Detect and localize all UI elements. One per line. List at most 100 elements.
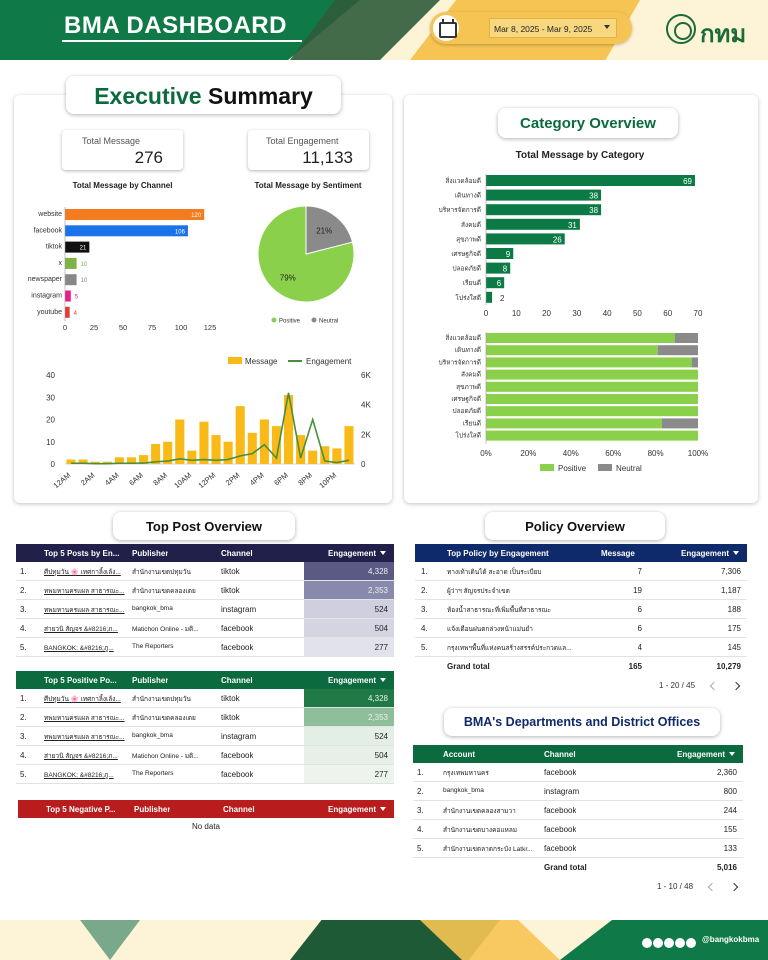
message-bar bbox=[102, 461, 112, 464]
grand-total-label: Grand total bbox=[544, 863, 587, 872]
sentiment-x-tick: 100% bbox=[688, 449, 708, 458]
social-handle[interactable]: @bangkokbma bbox=[702, 935, 760, 944]
channel: tiktok bbox=[221, 713, 240, 722]
table-row[interactable]: 3. ทพมหานครแผล สาธารณะ... bangkok_bma insta… bbox=[16, 600, 394, 619]
category-value-label: 9 bbox=[506, 250, 511, 259]
engagement-value: 188 bbox=[727, 605, 741, 614]
engagement-value: 504 bbox=[374, 624, 388, 633]
table-row[interactable]: 2. ผู้ว่าฯ สัญจรประจำเขต 19 1,187 bbox=[415, 581, 747, 600]
chevron-left-icon[interactable] bbox=[707, 882, 717, 892]
sort-desc-icon[interactable] bbox=[729, 752, 735, 756]
x-tick-label: 2PM bbox=[224, 471, 242, 488]
table-row[interactable]: 1. ทางเท้าเดินได้ สะอาด เป็นระเบียบ 7 7,306 bbox=[415, 562, 747, 581]
table-row[interactable]: 1. ศีปทุมวัน 🌸 เทศกาลิ้งเล้ง... สำนักงานเข… bbox=[16, 562, 394, 581]
table-row[interactable]: 1. กรุงเทพมหานคร facebook 2,360 bbox=[413, 763, 743, 782]
facebook-icon[interactable] bbox=[653, 938, 663, 948]
table-row[interactable]: 5. กรุงเทพฯพื้นที่แห่งคนสร้างสรรค์ประกวดแ… bbox=[415, 638, 747, 657]
row-number: 3. bbox=[20, 732, 27, 741]
calendar-icon[interactable] bbox=[433, 15, 459, 41]
post-link: ทพมหานครแผล สาธารณะ... bbox=[44, 588, 125, 595]
table-row[interactable]: 3. ทพมหานครแผล สาธารณะ... bangkok_bma insta… bbox=[16, 727, 394, 746]
column-header[interactable]: Engagement bbox=[681, 549, 739, 558]
column-header: Top Policy by Engagement bbox=[447, 549, 549, 558]
legend-label: Positive bbox=[558, 464, 587, 473]
x-icon[interactable] bbox=[642, 938, 652, 948]
category-x-tick: 30 bbox=[572, 309, 581, 318]
grand-total-message: 165 bbox=[628, 662, 642, 671]
tiktok-icon[interactable] bbox=[686, 938, 696, 948]
channel-bar bbox=[65, 241, 90, 253]
table-row[interactable]: 5. BANGKOK: &#8216;ภู... The Reporters face… bbox=[16, 765, 394, 784]
chevron-right-icon[interactable] bbox=[729, 882, 739, 892]
instagram-icon[interactable] bbox=[675, 938, 685, 948]
sort-desc-icon[interactable] bbox=[380, 678, 386, 682]
table-header: Top 5 Negative P... Publisher Channel Engag… bbox=[18, 800, 394, 818]
channel-label: x bbox=[59, 260, 63, 267]
legend-label: Neutral bbox=[616, 464, 642, 473]
table-row[interactable]: 3. สำนักงานเขตคลองสามวา facebook 244 bbox=[413, 801, 743, 820]
engagement-value: 504 bbox=[374, 751, 388, 760]
table-row[interactable]: 5. สำนักงานเขตลาดกระบัง Latkr... facebook 1… bbox=[413, 839, 743, 858]
publisher: สำนักงานเขตคลองเตย bbox=[132, 715, 196, 722]
column-header[interactable]: Engagement bbox=[328, 549, 386, 558]
publisher: bangkok_bma bbox=[132, 732, 173, 739]
legend-marker bbox=[598, 464, 612, 471]
table-row[interactable]: 4. ส่ายวนิ สัญจร &#8216;ภ... Matichon Onli… bbox=[16, 619, 394, 638]
message-count: 4 bbox=[637, 643, 642, 652]
table-row[interactable]: 1. ศีปทุมวัน 🌸 เทศกาลิ้งเล้ง... สำนักงานเข… bbox=[16, 689, 394, 708]
category-value-label: 38 bbox=[589, 206, 598, 215]
x-tick-label: 12PM bbox=[197, 471, 218, 490]
table-row[interactable]: 2. bangkok_bma instagram 800 bbox=[413, 782, 743, 801]
x-tick-label: 4PM bbox=[248, 471, 266, 488]
bma-logo-icon bbox=[666, 14, 696, 44]
table-header: Top Policy by Engagement Message Engagemen… bbox=[415, 544, 747, 562]
row-number: 1. bbox=[421, 567, 428, 576]
channel-bar-chart: website 120 facebook 106 tiktok 21 x 10 newspape… bbox=[28, 207, 216, 332]
column-header[interactable]: Engagement bbox=[677, 750, 735, 759]
category-sentiment-chart: สิ่งแวดล้อมดีเดินทางดีบริหารจัดการดีสังค… bbox=[439, 332, 708, 473]
table-row[interactable]: 5. BANGKOK: &#8216;ภู... The Reporters face… bbox=[16, 638, 394, 657]
message-bar bbox=[139, 455, 149, 464]
category-value-label: 31 bbox=[568, 221, 577, 230]
sort-desc-icon[interactable] bbox=[380, 807, 386, 811]
positive-segment bbox=[486, 345, 658, 356]
policy-name: ทางเท้าเดินได้ สะอาด เป็นระเบียบ bbox=[447, 569, 542, 576]
grand-total-row: Grand total 165 10,279 bbox=[415, 657, 747, 675]
chevron-down-icon[interactable] bbox=[604, 25, 610, 29]
column-header[interactable]: Engagement bbox=[328, 676, 386, 685]
engagement-value: 277 bbox=[374, 643, 388, 652]
chevron-left-icon[interactable] bbox=[709, 681, 719, 691]
category-bar bbox=[486, 218, 580, 230]
youtube-icon[interactable] bbox=[664, 938, 674, 948]
publisher: Matichon Online - มติ... bbox=[132, 626, 199, 633]
sort-desc-icon[interactable] bbox=[380, 551, 386, 555]
channel: tiktok bbox=[221, 567, 240, 576]
category-bar bbox=[486, 189, 602, 201]
date-range-value[interactable]: Mar 8, 2025 - Mar 9, 2025 bbox=[489, 18, 617, 38]
engagement-value: 1,187 bbox=[720, 586, 741, 595]
sort-desc-icon[interactable] bbox=[733, 551, 739, 555]
category-label: เศรษฐกิจดี bbox=[451, 395, 481, 403]
table-row[interactable]: 4. สำนักงานเขตบางคอแหลม facebook 155 bbox=[413, 820, 743, 839]
chevron-right-icon[interactable] bbox=[731, 681, 741, 691]
date-range-picker[interactable]: Mar 8, 2025 - Mar 9, 2025 bbox=[430, 12, 632, 44]
table-row[interactable]: 4. แจ้งเตือนฝนตกล่วงหน้าแม่นยำ 6 175 bbox=[415, 619, 747, 638]
engagement-line bbox=[71, 392, 350, 465]
column-header[interactable]: Engagement bbox=[328, 805, 386, 814]
table-row[interactable]: 2. ทพมหานครแผล สาธารณะ... สำนักงานเขตคลองเ… bbox=[16, 708, 394, 727]
table-row[interactable]: 2. ทพมหานครแผล สาธารณะ... สำนักงานเขตคลองเ… bbox=[16, 581, 394, 600]
positive-segment bbox=[486, 333, 675, 343]
legend-label: Neutral bbox=[319, 319, 338, 325]
table-row[interactable]: 4. ส่ายวนิ สัญจร &#8216;ภ... Matichon Onli… bbox=[16, 746, 394, 765]
message-bar bbox=[151, 443, 161, 464]
message-bar bbox=[187, 450, 197, 464]
channel: instagram bbox=[221, 732, 257, 741]
engagement-value: 7,306 bbox=[720, 567, 741, 576]
channel-label: tiktok bbox=[46, 244, 63, 251]
neutral-segment bbox=[661, 418, 698, 429]
y-right-tick: 4K bbox=[361, 401, 371, 410]
category-label: เรียนดี bbox=[463, 419, 481, 427]
category-label: ปลอดภัยดี bbox=[452, 265, 481, 273]
message-bar bbox=[344, 426, 354, 464]
table-row[interactable]: 3. ห้องน้ำสาธารณะที่เพิ่มพื้นที่สาธารณะ 6 1… bbox=[415, 600, 747, 619]
